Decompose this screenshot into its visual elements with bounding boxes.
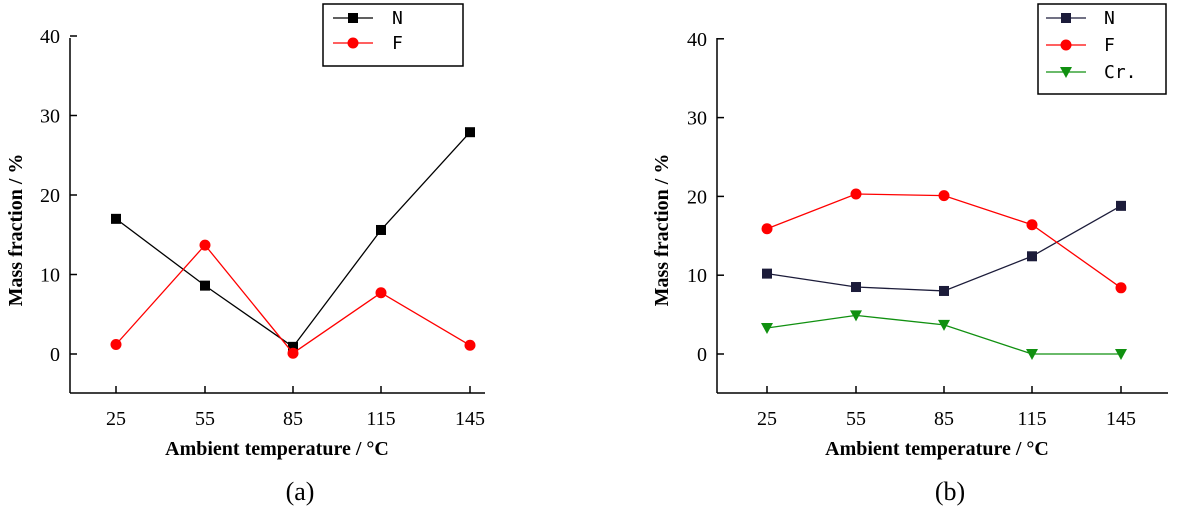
- panel-label-b: (b): [935, 477, 965, 506]
- x-tick-label: 85: [934, 408, 954, 430]
- y-ticks: 0 10 20 30 40: [40, 26, 77, 366]
- x-axis-label: Ambient temperature / °C: [165, 438, 389, 460]
- data-point: [850, 310, 862, 322]
- data-point: [762, 268, 772, 279]
- data-point: [938, 319, 950, 331]
- data-point: [287, 347, 299, 359]
- y-tick-label: 20: [687, 186, 707, 208]
- y-axis-label: Mass fraction / %: [5, 154, 27, 307]
- series-line-n: [766, 205, 1122, 292]
- x-tick-label: 25: [106, 408, 126, 430]
- legend-label: F: [392, 33, 403, 54]
- legend-marker: [1060, 39, 1072, 51]
- legend-box: [322, 3, 464, 67]
- chart-panel-b: 0 10 20 30 40 25 55 85 115 145 Mass fraction / %…: [651, 3, 1168, 506]
- legend: NF: [322, 3, 464, 67]
- y-tick-label: 30: [40, 106, 60, 128]
- data-point: [200, 280, 210, 291]
- data-point: [375, 287, 387, 299]
- y-ticks: 0 10 20 30 40: [687, 29, 724, 366]
- x-tick-label: 115: [1017, 408, 1046, 430]
- y-tick-label: 10: [687, 265, 707, 287]
- chart-panel-a: 0 10 20 30 40 25 55 85 115 145 Mass fraction / %…: [5, 3, 485, 506]
- x-tick-label: 115: [366, 408, 395, 430]
- data-point: [1116, 200, 1126, 211]
- y-tick-label: 20: [40, 185, 60, 207]
- data-point: [376, 224, 386, 235]
- data-point: [1027, 251, 1037, 262]
- data-point: [464, 339, 476, 351]
- data-point: [851, 282, 861, 293]
- series-layer: [110, 127, 476, 359]
- data-point: [1026, 219, 1038, 231]
- data-point: [465, 127, 475, 138]
- x-tick-label: 55: [195, 408, 215, 430]
- data-point: [939, 285, 949, 296]
- legend: NF Cr.: [1037, 3, 1167, 95]
- x-tick-label: 55: [846, 408, 866, 430]
- legend-marker: [347, 37, 359, 49]
- legend-marker: [348, 13, 358, 23]
- y-tick-label: 10: [40, 265, 60, 287]
- legend-marker: [1061, 13, 1071, 23]
- x-axis-label: Ambient temperature / °C: [825, 438, 1049, 460]
- data-point: [288, 341, 298, 352]
- legend-marker: [1060, 67, 1072, 78]
- x-ticks: 25 55 85 115 145: [757, 386, 1136, 430]
- x-tick-label: 85: [283, 408, 303, 430]
- x-ticks: 25 55 85 115 145: [106, 386, 485, 430]
- data-point: [761, 322, 773, 334]
- y-tick-label: 0: [697, 344, 707, 366]
- y-axis-label: Mass fraction / %: [651, 154, 673, 307]
- data-point: [199, 239, 211, 251]
- y-tick-label: 40: [40, 26, 60, 48]
- data-point: [110, 338, 122, 350]
- data-point: [1026, 349, 1038, 360]
- x-tick-label: 145: [455, 408, 485, 430]
- legend-box: [1037, 3, 1167, 95]
- data-point: [1115, 349, 1127, 360]
- data-point: [1115, 282, 1127, 294]
- data-point: [850, 188, 862, 200]
- legend-label: N: [1104, 8, 1115, 29]
- legend-label: Cr.: [1104, 62, 1137, 83]
- x-tick-label: 145: [1106, 408, 1136, 430]
- y-tick-label: 30: [687, 108, 707, 130]
- data-point: [761, 223, 773, 235]
- data-point: [938, 190, 950, 202]
- panel-label-a: (a): [286, 477, 315, 506]
- series-layer: [761, 188, 1127, 360]
- y-tick-label: 40: [687, 29, 707, 51]
- legend-label: N: [392, 8, 403, 29]
- series-line-f: [115, 244, 471, 355]
- legend-label: F: [1104, 35, 1115, 56]
- y-tick-label: 0: [50, 344, 60, 366]
- data-point: [111, 213, 121, 224]
- x-tick-label: 25: [757, 408, 777, 430]
- series-line-f: [766, 193, 1122, 289]
